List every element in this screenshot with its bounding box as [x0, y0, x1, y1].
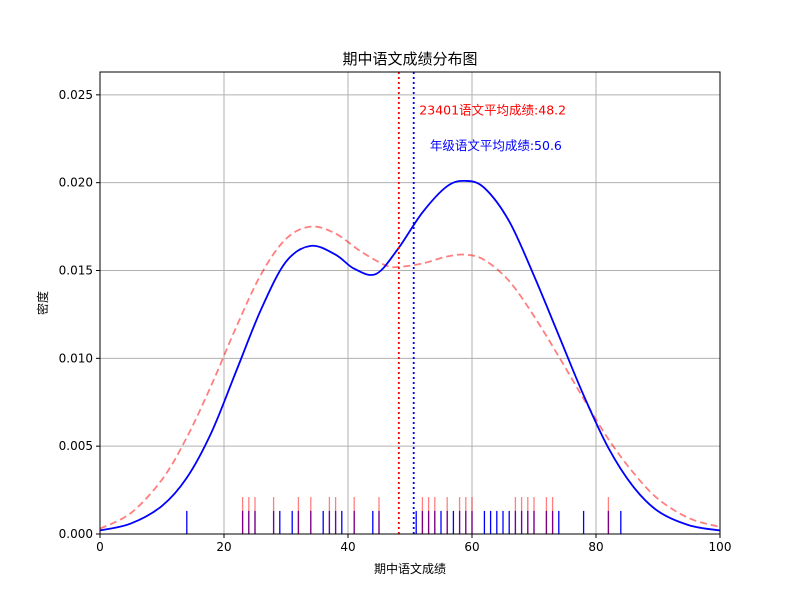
kde-curve	[100, 179, 720, 532]
axes-frame	[99, 71, 721, 535]
y-axis-label: 密度	[35, 291, 50, 315]
y-tick-label: 0.020	[59, 176, 93, 190]
mean-annotation: 年级语文平均成绩:50.6	[430, 138, 562, 153]
kde-curve	[100, 225, 720, 530]
x-axis-ticks: 0 20 40 60 80 100	[96, 534, 731, 554]
y-tick-label: 0.005	[59, 439, 93, 453]
x-tick-label: 20	[216, 540, 231, 554]
x-tick-label: 0	[96, 540, 104, 554]
x-tick-label: 60	[464, 540, 479, 554]
annotations: 23401语文平均成绩:48.2 年级语文平均成绩:50.6	[419, 103, 566, 153]
y-axis-ticks: 0.000 0.005 0.010 0.015 0.020 0.025	[59, 88, 100, 541]
y-tick-label: 0.025	[59, 88, 93, 102]
x-tick-label: 80	[588, 540, 603, 554]
x-tick-label: 100	[709, 540, 732, 554]
mean-annotation: 23401语文平均成绩:48.2	[419, 103, 566, 118]
y-tick-label: 0.010	[59, 351, 93, 365]
x-tick-label: 40	[340, 540, 355, 554]
chart-title: 期中语文成绩分布图	[342, 50, 477, 68]
y-tick-label: 0.000	[59, 527, 93, 541]
y-tick-label: 0.015	[59, 264, 93, 278]
plot-area	[100, 72, 720, 534]
x-axis-label: 期中语文成绩	[374, 561, 446, 576]
